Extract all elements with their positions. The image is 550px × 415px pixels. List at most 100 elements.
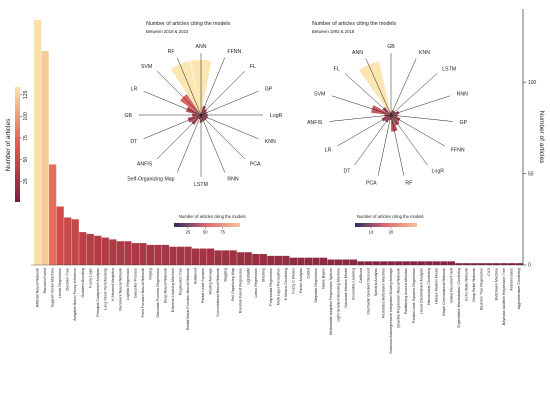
polar-wedge [185, 106, 201, 115]
polar-spoke [177, 114, 202, 173]
colorbar-tick-label: 125 [23, 90, 29, 99]
category-label: Linear Regression [58, 268, 62, 298]
polar-spoke-label: FFNN [451, 147, 465, 153]
polar-spoke [390, 73, 438, 116]
polar-spoke-label: LR [131, 86, 138, 92]
category-label: Agglomerative Clustering [517, 268, 521, 309]
y-tick-label: 0 [528, 263, 531, 269]
polar-left-wedges [170, 59, 212, 126]
colorbar-ticks: 25 50 75 100 125 [20, 90, 29, 184]
polar-wedge [391, 115, 398, 132]
polar-right-labels: GB KNN LSTM RNN GP FFNN LogR RF PCA DT LR ANFIS SVM F… [307, 44, 468, 186]
polar-spoke [200, 114, 259, 139]
polar-spoke-label: GP [460, 120, 468, 126]
category-label: Graph Convolutional Network [442, 268, 446, 316]
polar-left-title: Number of articles citing the models [146, 21, 231, 27]
bar-7 [79, 232, 87, 265]
category-label: Boltzmann Machine [495, 268, 499, 300]
category-label: Ensemble Learning [352, 268, 356, 300]
polar-spoke-label: DT [344, 169, 352, 175]
bar-2 [41, 51, 49, 266]
bar-13 [124, 241, 132, 265]
polar-spoke-label: PCA [366, 180, 377, 186]
bar-27 [229, 250, 237, 265]
colorbar-gradient [15, 87, 20, 202]
bar-29 [244, 252, 252, 265]
bar-19 [169, 246, 177, 265]
polar-spoke-label: FL [250, 64, 256, 70]
bar-40 [327, 259, 335, 265]
category-label: Light Gradient Boosting Machine [337, 268, 341, 322]
category-label: Polynomial Regression [269, 268, 273, 306]
polar-left-subtitle: Between 2019 & 2023 [146, 29, 189, 34]
polar-spoke-label: ANN [196, 44, 207, 50]
polar-spoke [156, 114, 202, 160]
polar-left-colorbar-ticks: 25 50 75 [186, 227, 226, 235]
category-label: Artificial Neural Network [36, 268, 40, 307]
category-label: Fuzzy C Means [291, 268, 295, 294]
bar-18 [161, 244, 170, 265]
bar-21 [184, 246, 192, 265]
category-label: Long Short-Term Memory [103, 268, 107, 310]
bar-35 [289, 257, 297, 265]
category-label: Moving Average [209, 268, 213, 294]
polar-colorbar-tick-label: 25 [186, 230, 191, 235]
bar-64 [507, 263, 516, 265]
category-label: Deep Belief Network [472, 268, 476, 302]
bar-9 [94, 235, 102, 265]
bar-50 [402, 261, 410, 265]
category-label: Gated Recurrent Unit [449, 268, 453, 303]
polar-spoke [200, 114, 225, 173]
polar-colorbar-tick-label: 75 [220, 230, 225, 235]
bar-26 [222, 250, 230, 265]
bar-37 [304, 257, 313, 265]
polar-wedge [359, 61, 391, 115]
bar-12 [116, 241, 124, 265]
polar-spoke [143, 91, 202, 116]
bar-31 [259, 254, 267, 265]
category-label: Restricted Boltzmann Machine [382, 268, 386, 318]
polar-spoke-label: ANN [352, 50, 363, 56]
category-label: Adaptive Neuro Fuzzy Inference [73, 268, 77, 321]
polar-colorbar-tick-label: 50 [203, 230, 208, 235]
bar-22 [191, 248, 200, 265]
polar-wedge [371, 105, 391, 115]
category-label: Logistic Regression [126, 268, 130, 300]
category-label: Regression Tree [179, 268, 183, 295]
bar-46 [372, 261, 380, 265]
category-label: Feed Forward Neural Network [141, 268, 145, 318]
bar-34 [282, 255, 290, 265]
polar-colorbar-tick-label: 20 [389, 230, 394, 235]
category-label: Support Vector Machine [51, 268, 55, 307]
polar-spoke [337, 114, 392, 147]
bar-38 [312, 257, 320, 265]
category-label: Echo State Network [464, 268, 468, 301]
bar-23 [199, 248, 207, 265]
category-label: Random Forest Regression [239, 268, 243, 313]
polar-spoke [329, 114, 392, 122]
polar-spoke-label: FFNN [227, 49, 241, 55]
polar-right-colorbar [355, 223, 417, 227]
bar-43 [349, 259, 358, 265]
polar-spoke [390, 114, 445, 147]
polar-spoke-label: SVM [314, 91, 325, 97]
category-label: Bayesian Additive Regression Tree [502, 268, 506, 325]
bar-45 [365, 261, 373, 265]
polar-right-spokes [329, 53, 453, 176]
polar-spoke [156, 70, 202, 116]
polar-spoke [331, 95, 392, 116]
bar-47 [380, 261, 388, 265]
polar-spoke [390, 114, 405, 176]
category-label: Gradient Boosting [81, 268, 85, 298]
polar-right-wedges [359, 61, 401, 132]
polar-spoke-label: LR [325, 147, 332, 153]
category-label: Deep Neural Network [164, 268, 168, 303]
polar-spoke-label: ANFIS [137, 162, 153, 168]
polar-spoke-label: RF [405, 180, 412, 186]
colorbar-title: Number of articles [5, 118, 12, 171]
bar-57 [455, 263, 463, 265]
polar-spoke-label: KNN [419, 50, 430, 56]
polar-spoke-label: RNN [457, 91, 468, 97]
